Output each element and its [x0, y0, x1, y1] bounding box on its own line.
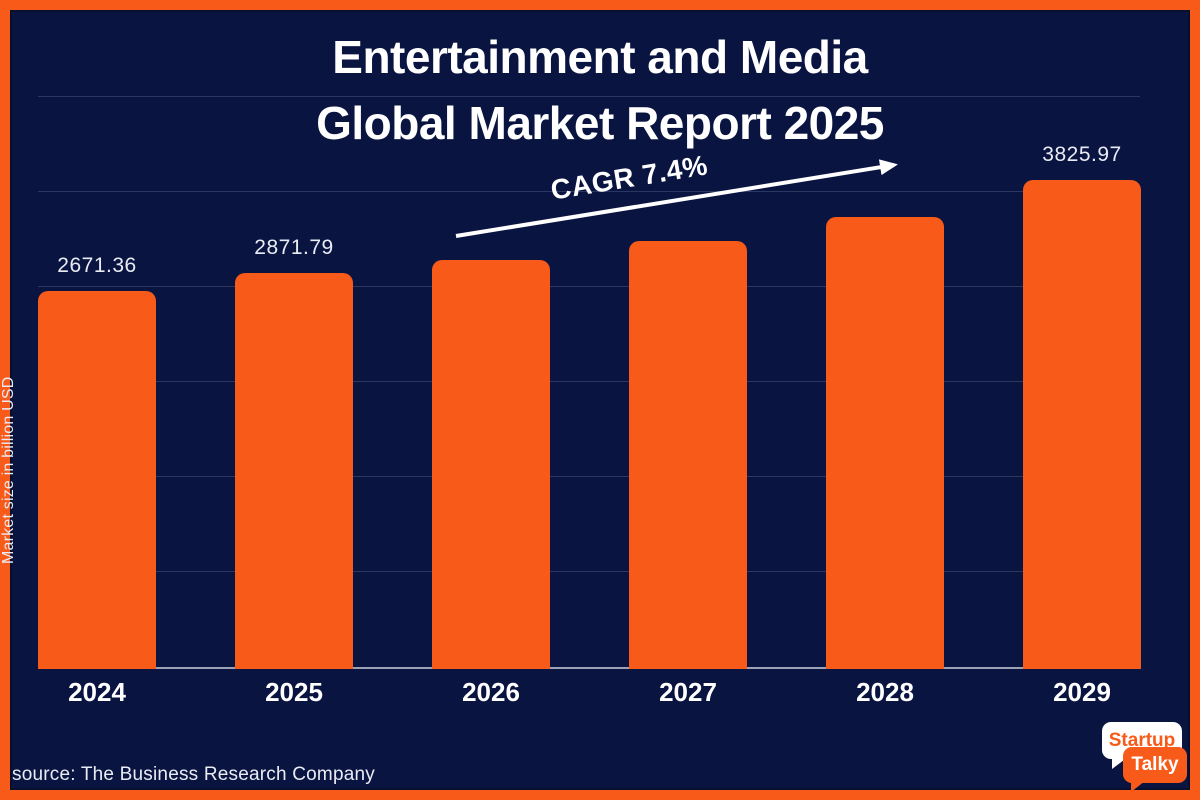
chart-title-line-1: Entertainment and Media [332, 31, 868, 83]
y-axis-label: Market size in billion USD [0, 376, 17, 564]
bar-2025 [235, 273, 353, 669]
bar-value-label-2029: 3825.97 [1042, 143, 1122, 166]
x-axis-label-2024: 2024 [68, 677, 126, 707]
bar-2027 [629, 241, 747, 669]
x-axis-label-2025: 2025 [265, 677, 323, 707]
bar-2028 [826, 217, 944, 669]
source-text: source: The Business Research Company [12, 764, 375, 785]
x-axis-label-2026: 2026 [462, 677, 520, 707]
gridline-3 [38, 381, 1140, 382]
x-axis-label-2029: 2029 [1053, 677, 1111, 707]
startup-talky-logo: Startup Talky [1102, 720, 1192, 792]
gridline-0 [38, 96, 1140, 97]
chart-title-line-2: Global Market Report 2025 [316, 97, 884, 149]
chart-canvas: Entertainment and Media Global Market Re… [0, 10, 1192, 792]
bar-value-label-2025: 2871.79 [254, 236, 334, 259]
gridline-5 [38, 571, 1140, 572]
logo-bubble-talky: Talky [1123, 747, 1187, 792]
bar-2029 [1023, 180, 1141, 669]
bar-2026 [432, 260, 550, 669]
gridline-4 [38, 476, 1140, 477]
cagr-annotation: CAGR 7.4% [548, 149, 710, 206]
x-axis-baseline [38, 667, 1140, 669]
x-axis-label-2027: 2027 [659, 677, 717, 707]
x-axis-label-2028: 2028 [856, 677, 914, 707]
gridline-2 [38, 286, 1140, 287]
bar-2024 [38, 291, 156, 669]
bar-value-label-2024: 2671.36 [57, 254, 137, 277]
chart-title: Entertainment and Media Global Market Re… [10, 24, 1190, 156]
